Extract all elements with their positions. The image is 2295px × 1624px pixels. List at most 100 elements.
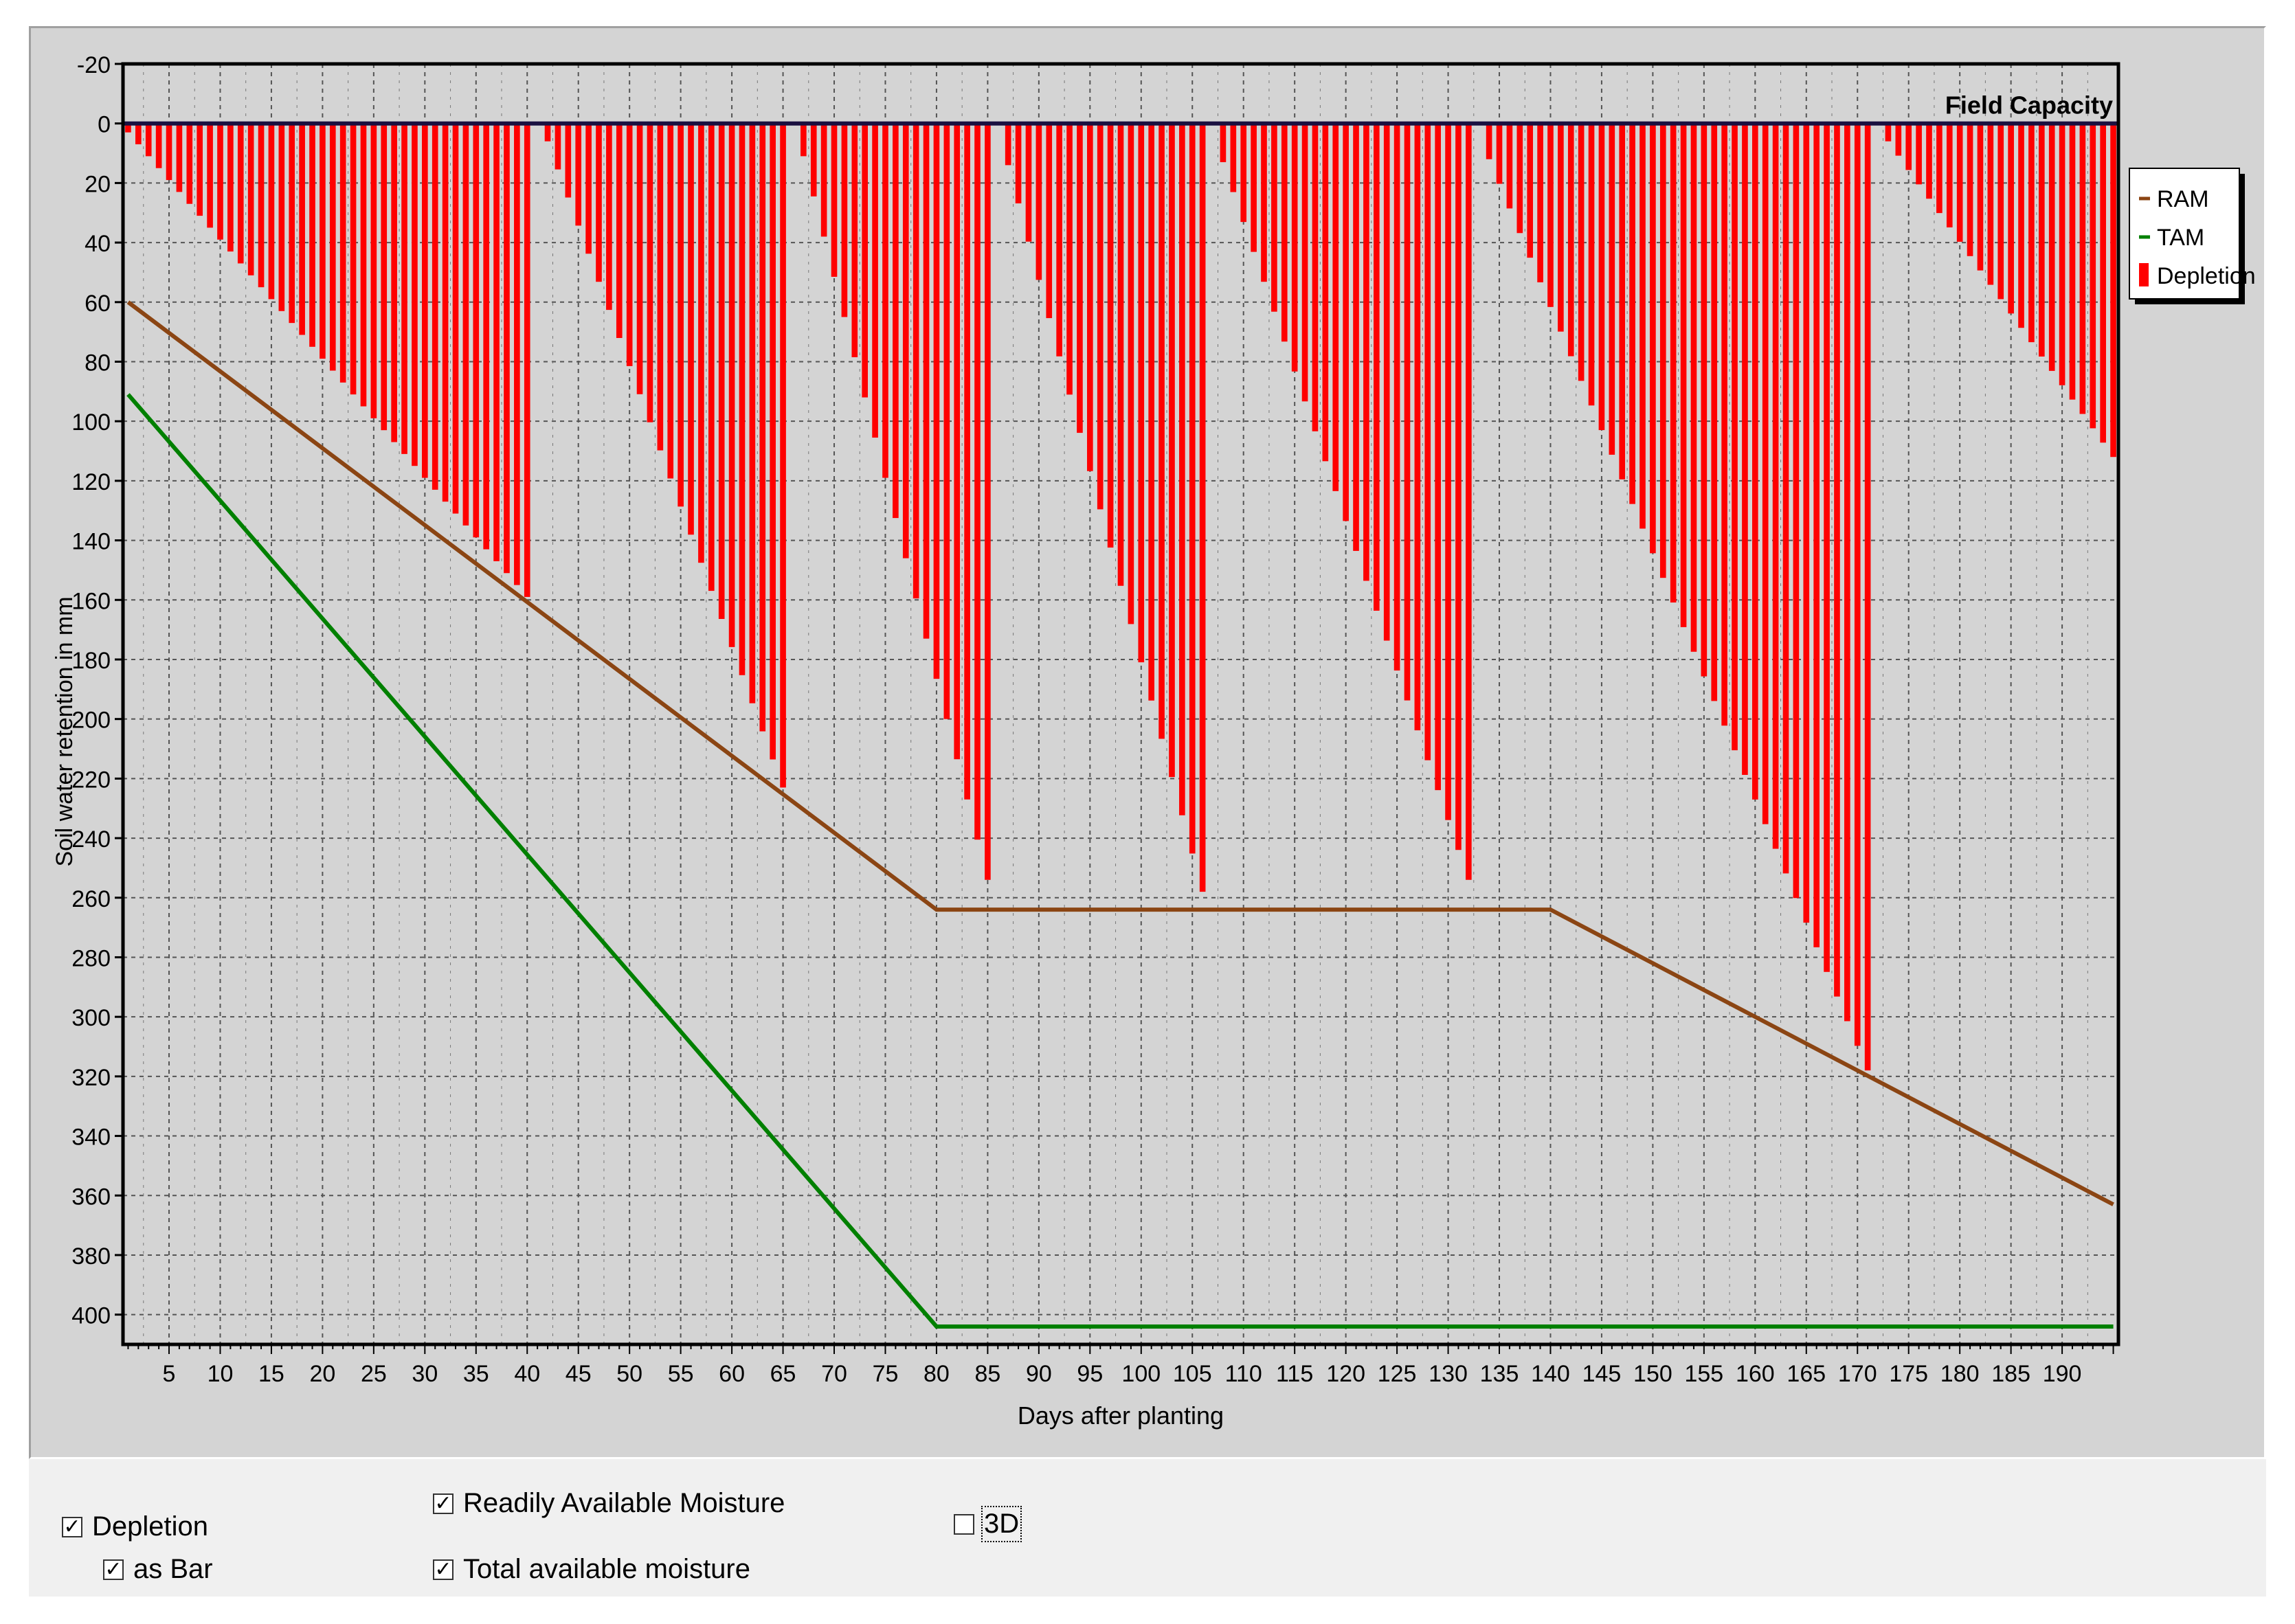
depletion-bar (1445, 123, 1451, 820)
as-bar-checkbox-row[interactable]: ✓ as Bar (103, 1554, 213, 1585)
x-tick-label: 35 (463, 1361, 489, 1387)
depletion-bar (483, 123, 489, 550)
depletion-bar (801, 123, 807, 157)
depletion-bar (524, 123, 530, 597)
tam-checkbox-row[interactable]: ✓ Total available moisture (433, 1554, 750, 1585)
depletion-bar (237, 123, 244, 264)
depletion-bar (1230, 123, 1237, 192)
y-tick-label: 300 (71, 1005, 111, 1031)
depletion-bar (339, 123, 346, 383)
depletion-bar (923, 123, 930, 639)
depletion-bar (739, 123, 746, 675)
depletion-bar (1496, 123, 1503, 184)
x-tick-label: 140 (1531, 1361, 1570, 1387)
y-tick-label: 40 (85, 231, 111, 257)
depletion-bar (626, 123, 633, 366)
depletion-bar (2069, 123, 2076, 400)
depletion-bar (810, 123, 817, 196)
depletion-bar (1629, 123, 1635, 504)
depletion-bar (1301, 123, 1308, 402)
depletion-checkbox-row[interactable]: ✓ Depletion (62, 1511, 208, 1542)
ram-checkbox-row[interactable]: ✓ Readily Available Moisture (433, 1488, 785, 1519)
depletion-bar (1424, 123, 1431, 760)
y-tick-label: 180 (71, 648, 111, 674)
depletion-bar (565, 123, 572, 198)
depletion-bar (698, 123, 704, 563)
depletion-bar (1547, 123, 1554, 307)
depletion-bar (749, 123, 756, 703)
x-tick-label: 135 (1480, 1361, 1519, 1387)
depletion-bar (1946, 123, 1953, 228)
x-tick-label: 5 (163, 1361, 176, 1387)
depletion-bar (882, 123, 888, 478)
depletion-bar (1516, 123, 1523, 234)
3d-checkbox[interactable] (954, 1513, 974, 1535)
depletion-bar (1025, 123, 1032, 242)
y-tick-label: 0 (98, 112, 111, 138)
depletion-bar (1967, 123, 1973, 256)
depletion-bar (1752, 123, 1758, 800)
depletion-bar (1742, 123, 1748, 775)
x-tick-label: 10 (208, 1361, 234, 1387)
y-axis-title: Soil water retention in mm (52, 596, 78, 866)
ram-checkbox[interactable]: ✓ (433, 1493, 454, 1514)
depletion-bar (893, 123, 899, 519)
depletion-bar (1690, 123, 1697, 652)
y-tick-label: 140 (71, 529, 111, 555)
depletion-bar (1486, 123, 1492, 159)
depletion-bar (1659, 123, 1666, 578)
depletion-bar (678, 123, 684, 507)
tam-checkbox[interactable]: ✓ (433, 1559, 454, 1580)
depletion-bar (902, 123, 909, 559)
depletion-bar (1393, 123, 1400, 671)
legend-label-tam: TAM (2157, 225, 2204, 251)
depletion-bar (1506, 123, 1513, 209)
depletion-bar (1220, 123, 1227, 163)
depletion-bar (1404, 123, 1411, 701)
depletion-bar (820, 123, 827, 237)
depletion-bar (452, 123, 459, 514)
as-bar-checkbox[interactable]: ✓ (103, 1559, 124, 1580)
depletion-bar (1455, 123, 1462, 850)
depletion-bar (299, 123, 305, 335)
depletion-bar (1650, 123, 1656, 554)
depletion-bar (1158, 123, 1165, 739)
depletion-bar (176, 123, 183, 192)
x-tick-label: 110 (1225, 1361, 1262, 1387)
x-tick-label: 65 (770, 1361, 796, 1387)
depletion-bar (585, 123, 592, 254)
x-tick-label: 185 (1991, 1361, 2030, 1387)
depletion-bar (1322, 123, 1329, 462)
depletion-bar (1834, 123, 1840, 997)
field-capacity-label: Field Capacity (1945, 91, 2113, 120)
depletion-bar (1066, 123, 1073, 395)
depletion-bar (1824, 123, 1830, 972)
depletion-bar (954, 123, 961, 760)
depletion-bar (1803, 123, 1810, 923)
depletion-bar (1793, 123, 1800, 899)
depletion-bar (412, 123, 418, 466)
depletion-bar (1199, 123, 1206, 892)
y-tick-label: 160 (71, 588, 111, 614)
depletion-bar (1097, 123, 1104, 510)
depletion-checkbox[interactable]: ✓ (62, 1516, 82, 1537)
depletion-bar (258, 123, 265, 288)
depletion-bar (1895, 123, 1902, 156)
depletion-bar (329, 123, 336, 371)
as-bar-checkbox-label: as Bar (133, 1554, 213, 1584)
depletion-bar (1363, 123, 1369, 581)
depletion-bar (1240, 123, 1247, 223)
depletion-bar (636, 123, 643, 394)
depletion-bar (1782, 123, 1789, 874)
3d-checkbox-row[interactable]: 3D (954, 1506, 1022, 1542)
depletion-bar (933, 123, 940, 679)
y-tick-label: -20 (77, 52, 111, 78)
depletion-bar (432, 123, 438, 490)
y-tick-label: 80 (85, 350, 111, 376)
depletion-bar (217, 123, 223, 240)
depletion-bar (1138, 123, 1145, 663)
depletion-bar (1414, 123, 1421, 731)
depletion-bar (1558, 123, 1564, 332)
chart-panel: Field Capacity -20 0 20 40 60 80 100 120 140 160 18… (29, 26, 2266, 1459)
tam-checkbox-label: Total available moisture (463, 1554, 750, 1584)
